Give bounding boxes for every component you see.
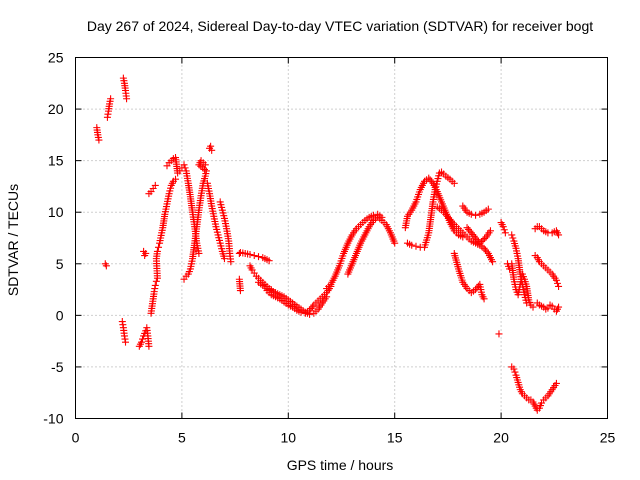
data-point [201,165,209,173]
data-point [553,279,561,287]
data-point [236,287,244,295]
data-point [501,229,509,237]
data-point [201,161,209,169]
data-point [555,282,563,290]
y-tick-label: 20 [48,101,64,117]
chart-title: Day 267 of 2024, Sidereal Day-to-day VTE… [87,18,593,34]
data-point [145,342,153,350]
data-point [495,330,503,338]
x-tick-label: 5 [178,430,186,446]
data-point [137,338,145,346]
data-point [265,257,273,265]
data-point [151,181,159,189]
y-tick-label: 25 [48,50,64,66]
data-point [508,231,516,239]
data-point [552,276,560,284]
data-point [391,239,399,247]
data-point [154,243,162,251]
data-point [308,303,316,311]
data-point [95,136,103,144]
data-point [208,146,216,154]
y-tick-label: -5 [51,359,64,375]
axis-ticks [75,57,608,419]
tick-labels: 0 5 10 15 20 25 -10 -5 0 5 10 15 20 25 [43,50,615,446]
data-point [107,95,115,103]
x-tick-label: 0 [72,430,80,446]
x-tick-label: 10 [281,430,297,446]
data-point [555,303,563,311]
data-point [220,255,228,263]
data-point [500,226,508,234]
data-point [529,303,537,311]
y-tick-label: 0 [56,307,64,323]
data-point [481,235,489,243]
data-point [449,219,457,227]
data-point [489,258,497,266]
data-point [552,379,560,387]
y-tick-label: 10 [48,204,64,220]
data-point [153,247,161,255]
data-point [246,251,254,259]
data-point [123,95,131,103]
data-point [152,277,160,285]
plot-frame [75,57,608,419]
data-point [408,241,416,249]
data-point [297,308,305,316]
data-point [207,142,215,150]
data-point [479,236,487,244]
data-points [93,74,563,414]
data-point [472,211,480,219]
data-point [172,175,180,183]
y-tick-label: 5 [56,256,64,272]
x-tick-label: 25 [600,430,616,446]
data-point [412,242,420,250]
data-point [510,365,518,373]
grid-lines [75,57,608,419]
data-point [555,231,563,239]
data-point [450,179,458,187]
data-point [484,205,492,213]
x-tick-label: 20 [493,430,509,446]
data-point [486,227,494,235]
data-point [151,281,159,289]
data-point [499,223,507,231]
data-point [181,164,189,172]
y-tick-label: 15 [48,153,64,169]
data-point [227,258,235,266]
data-point [255,253,263,261]
data-point [180,161,188,169]
data-point [480,295,488,303]
data-point [467,210,475,218]
data-point [511,368,519,376]
data-point [122,338,130,346]
y-axis-title: SDTVAR / TECUs [5,184,21,296]
y-tick-label: -10 [43,411,63,427]
data-point [477,238,485,246]
x-axis-title: GPS time / hours [287,457,394,473]
data-point [509,234,517,242]
data-point [250,252,258,260]
x-tick-label: 15 [387,430,403,446]
data-point [142,249,150,257]
data-point [195,249,203,257]
data-point [102,262,110,270]
data-point [483,248,491,256]
data-point [476,239,484,247]
